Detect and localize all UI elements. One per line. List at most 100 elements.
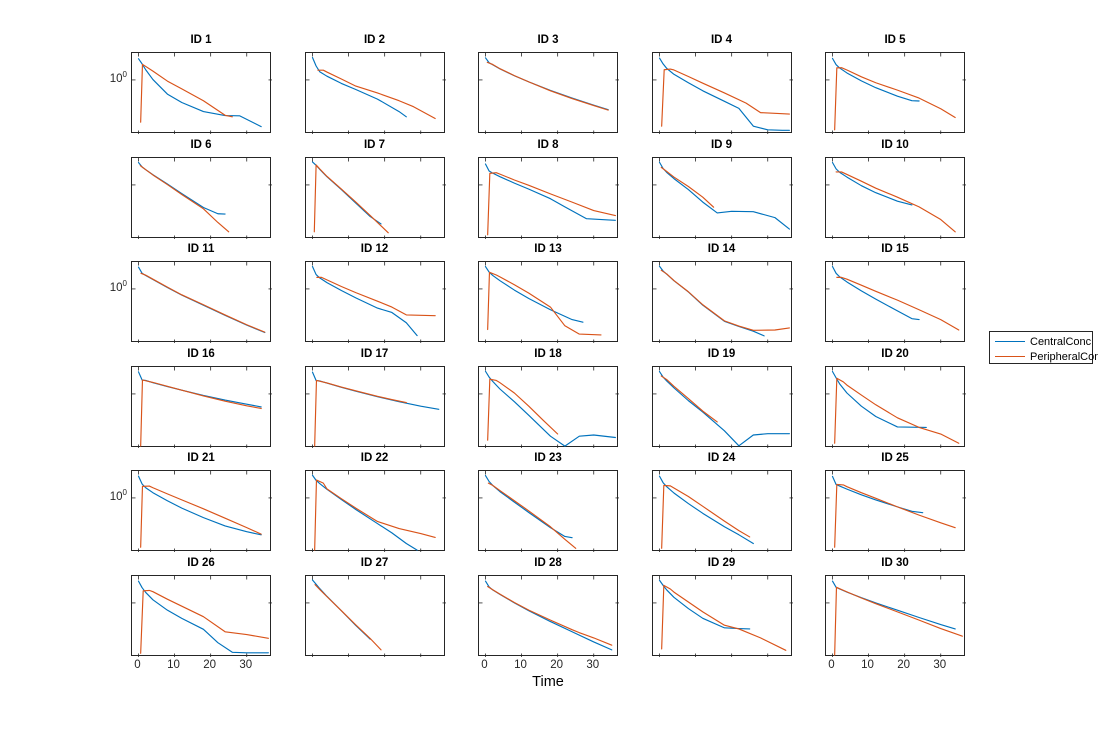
series-lines <box>658 57 790 131</box>
series-line-peripheralconc <box>486 61 609 111</box>
axes-box[interactable] <box>131 574 272 657</box>
series-line-peripheralconc <box>313 583 382 650</box>
series-line-centralconc <box>137 58 262 128</box>
tick-marks <box>652 157 793 239</box>
series-lines <box>658 161 790 230</box>
plot-area <box>305 471 446 552</box>
series-line-centralconc <box>137 161 226 215</box>
axes-box[interactable] <box>478 574 619 657</box>
series-lines <box>484 162 616 235</box>
subplot-title: ID 1 <box>190 34 212 46</box>
plot-area <box>826 53 966 134</box>
series-line-centralconc <box>311 371 439 410</box>
axes-box[interactable] <box>825 52 966 134</box>
axes-box[interactable] <box>651 470 793 552</box>
subplot-panel: ID 12 <box>275 241 475 362</box>
series-lines <box>831 370 960 444</box>
axes-box[interactable] <box>478 470 619 552</box>
x-tick-labels: 0 10 20 30 <box>131 659 271 673</box>
subplot-panel: ID 3 <box>448 32 648 153</box>
axes-box[interactable] <box>651 365 793 448</box>
series-lines <box>137 580 269 654</box>
series-line-centralconc <box>658 579 750 630</box>
plot-area <box>305 53 446 134</box>
subplot-title: ID 11 <box>187 243 215 255</box>
series-line-peripheralconc <box>834 67 956 131</box>
series-line-centralconc <box>658 161 790 230</box>
plot-area <box>652 157 793 239</box>
series-line-centralconc <box>831 161 913 205</box>
axes-box[interactable] <box>825 365 966 448</box>
axes-box[interactable] <box>825 574 966 657</box>
axes-box[interactable] <box>478 156 619 239</box>
axes-box[interactable] <box>304 52 446 134</box>
x-tick-label: 30 <box>933 658 947 671</box>
axes-box[interactable] <box>304 365 446 448</box>
tick-marks <box>652 262 793 343</box>
plot-area <box>652 575 793 657</box>
axes-box[interactable] <box>478 365 619 448</box>
series-lines <box>484 474 577 549</box>
axes-box[interactable] <box>478 52 619 134</box>
series-line-centralconc <box>831 370 927 428</box>
axes-box[interactable] <box>651 261 793 343</box>
axes-box[interactable] <box>304 470 446 552</box>
series-lines <box>311 265 436 337</box>
subplot-panel: ID 30 0 10 20 30 <box>795 555 995 676</box>
series-line-peripheralconc <box>315 276 436 317</box>
plot-area <box>826 157 966 239</box>
axes-box[interactable] <box>478 261 619 343</box>
series-lines <box>658 579 786 651</box>
axes-box[interactable] <box>304 574 446 657</box>
tick-marks <box>826 471 966 552</box>
axes-box[interactable] <box>825 261 966 343</box>
subplot-title: ID 24 <box>707 452 736 464</box>
plot-area <box>132 262 272 343</box>
axes-box[interactable] <box>131 52 272 134</box>
series-lines <box>311 474 436 551</box>
series-lines <box>658 475 754 549</box>
series-lines <box>831 580 963 656</box>
x-tick-label: 30 <box>239 658 253 671</box>
subplot-panel: ID 10 <box>795 137 995 258</box>
legend[interactable]: CentralConc PeripheralConc <box>989 331 1098 364</box>
tick-marks <box>826 575 966 657</box>
subplot-title: ID 25 <box>881 452 909 464</box>
series-line-peripheralconc <box>660 68 790 127</box>
series-line-centralconc <box>311 56 407 118</box>
series-line-centralconc <box>137 266 266 334</box>
subplot-title: ID 21 <box>187 452 215 464</box>
axes-box[interactable] <box>304 261 446 343</box>
axes-box[interactable] <box>131 261 272 343</box>
axes-box[interactable] <box>651 52 793 134</box>
tick-marks <box>652 366 793 448</box>
axes-box[interactable] <box>825 156 966 239</box>
plot-area <box>132 471 272 552</box>
legend-entry-central[interactable]: CentralConc <box>990 334 1092 349</box>
subplot-title: ID 12 <box>360 243 389 255</box>
y-tick-label: 100 <box>101 489 127 503</box>
axes-box[interactable] <box>131 156 272 239</box>
axes-box[interactable] <box>131 470 272 552</box>
subplot-panel: ID 28 0 10 20 30 <box>448 555 648 676</box>
axes-box[interactable] <box>651 156 793 239</box>
axes-box[interactable] <box>651 574 793 657</box>
legend-entry-peripheral[interactable]: PeripheralConc <box>990 349 1098 364</box>
tick-marks <box>305 157 446 239</box>
series-line-centralconc <box>484 474 573 539</box>
subplot-panel: ID 1 100 <box>101 32 301 153</box>
tick-marks <box>305 53 446 134</box>
subplot-panel: ID 19 <box>622 346 822 467</box>
tick-marks <box>479 157 619 239</box>
subplot-panel: ID 27 <box>275 555 475 676</box>
subplot-title: ID 19 <box>707 347 736 360</box>
axes-box[interactable] <box>304 156 446 239</box>
plot-area <box>132 575 272 657</box>
plot-area <box>305 262 446 343</box>
series-line-centralconc <box>484 580 613 650</box>
axes-box[interactable] <box>825 470 966 552</box>
axes-box[interactable] <box>131 365 272 448</box>
legend-label-peripheral: PeripheralConc <box>1030 350 1098 363</box>
subplot-title: ID 9 <box>710 138 733 151</box>
series-line-peripheralconc <box>660 584 786 651</box>
